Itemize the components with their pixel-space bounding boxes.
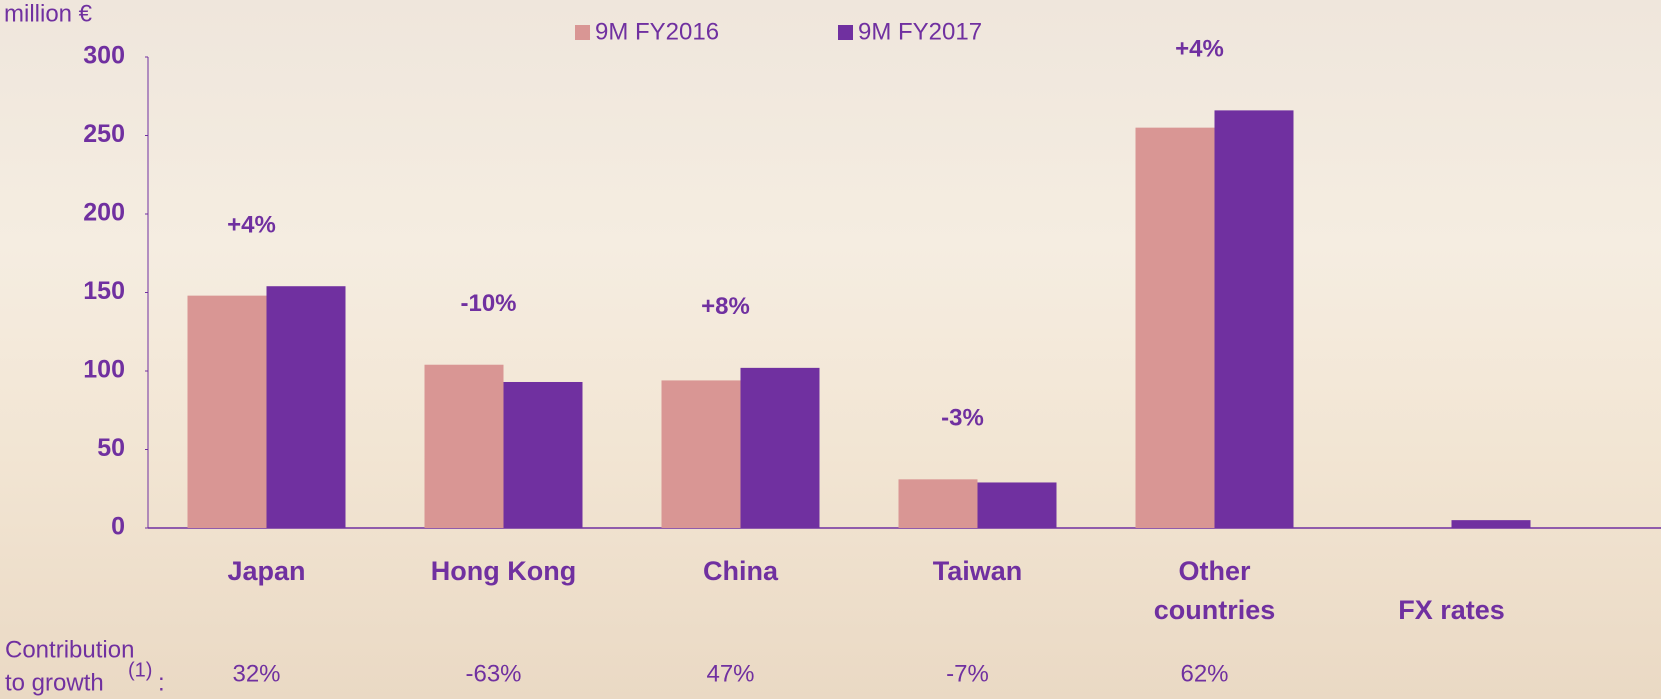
legend-swatch <box>838 25 853 40</box>
growth-label: +8% <box>701 293 750 320</box>
contribution-value: 32% <box>232 660 280 687</box>
y-axis-label: million € <box>4 0 93 27</box>
bar <box>504 382 583 528</box>
y-tick-label: 200 <box>83 199 125 227</box>
growth-label: -10% <box>460 290 516 317</box>
footnote-marker: (1) <box>128 659 152 681</box>
contribution-value: 62% <box>1180 660 1228 687</box>
contribution-value: -7% <box>946 660 989 687</box>
y-tick-label: 250 <box>83 120 125 148</box>
bar <box>741 368 820 528</box>
bar <box>978 482 1057 528</box>
x-tick-label: Japan <box>192 552 342 591</box>
bar <box>1452 520 1531 528</box>
y-tick-label: 100 <box>83 356 125 384</box>
y-tick-label: 150 <box>83 277 125 305</box>
y-tick-label: 300 <box>83 42 125 70</box>
legend-label: 9M FY2017 <box>858 18 982 45</box>
growth-label: +4% <box>227 212 276 239</box>
contribution-value: 47% <box>706 660 754 687</box>
bar <box>1215 110 1294 528</box>
y-tick-label: 50 <box>97 434 125 462</box>
contribution-label: Contribution <box>5 636 134 663</box>
y-tick-label: 0 <box>111 513 125 541</box>
legend-swatch <box>575 25 590 40</box>
growth-label: +4% <box>1175 36 1224 63</box>
bar <box>1136 128 1215 528</box>
contribution-colon: : <box>158 669 165 696</box>
x-tick-label: Taiwan <box>903 552 1053 591</box>
bar <box>662 380 741 528</box>
bar <box>267 286 346 528</box>
x-tick-label: China <box>666 552 816 591</box>
x-tick-label: Other countries <box>1140 552 1290 630</box>
bar <box>899 479 978 528</box>
x-tick-label: Hong Kong <box>429 552 579 591</box>
bar <box>188 296 267 528</box>
page: million € Contribution to growth (1) : 0… <box>0 0 1661 699</box>
legend-label: 9M FY2016 <box>595 18 719 45</box>
contribution-value: -63% <box>465 660 521 687</box>
growth-label: -3% <box>941 405 984 432</box>
bar <box>425 365 504 528</box>
contribution-label: to growth <box>5 669 104 696</box>
x-tick-label: FX rates <box>1377 591 1527 630</box>
